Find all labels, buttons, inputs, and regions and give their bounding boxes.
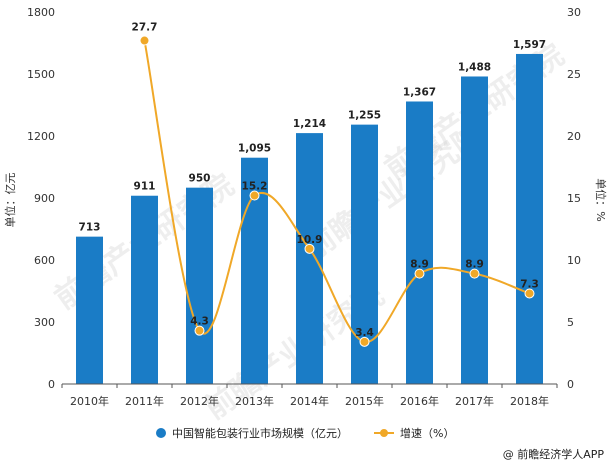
x-tick-label: 2016年 — [400, 394, 439, 408]
bar-value-label: 1,095 — [238, 143, 271, 155]
bar — [406, 101, 433, 384]
bar — [186, 187, 213, 384]
growth-value-label: 3.4 — [355, 327, 374, 339]
legend-label-line: 增速（%） — [400, 426, 454, 440]
y-axis-right-label: 单位：% — [594, 178, 608, 221]
y-left-tick-label: 900 — [34, 192, 55, 205]
bar — [296, 133, 323, 384]
bars-layer — [76, 53, 543, 384]
bar — [131, 195, 158, 384]
growth-point — [139, 35, 150, 46]
bar-value-label: 1,488 — [458, 61, 491, 73]
bar — [76, 236, 103, 384]
axes-layer: 0 300 600 900 1200 1500 1800 0 5 10 15 20 25 30 2010年 2… — [27, 6, 581, 408]
bar-value-label: 950 — [189, 173, 211, 185]
x-tick-label: 2013年 — [235, 394, 274, 408]
y-left-tick-label: 1200 — [27, 130, 55, 143]
y-right-tick-label: 10 — [567, 254, 581, 267]
x-tick-label: 2012年 — [180, 394, 219, 408]
x-tick-label: 2015年 — [345, 394, 384, 408]
x-tick-label: 2010年 — [70, 394, 109, 408]
labels-layer: 713 911 950 1,095 1,214 1,255 1,367 1,488 1,597 2… — [79, 22, 547, 339]
x-tick-label: 2011年 — [125, 394, 164, 408]
bar — [516, 53, 543, 384]
legend: 中国智能包装行业市场规模（亿元） 增速（%） — [156, 426, 454, 440]
x-tick-label: 2017年 — [455, 394, 494, 408]
y-right-tick-label: 0 — [567, 378, 574, 391]
y-axis-left-label: 单位：亿元 — [3, 173, 17, 228]
growth-value-label: 10.9 — [297, 234, 323, 246]
x-tick-label: 2014年 — [290, 394, 329, 408]
bar-value-label: 1,214 — [293, 118, 326, 130]
y-left-tick-label: 0 — [48, 378, 55, 391]
growth-point — [414, 268, 425, 279]
y-right-tick-label: 25 — [567, 68, 581, 81]
y-left-tick-label: 600 — [34, 254, 55, 267]
growth-value-label: 27.7 — [132, 22, 158, 34]
y-right-tick-label: 30 — [567, 6, 581, 19]
growth-point — [304, 243, 315, 254]
y-left-tick-label: 1500 — [27, 68, 55, 81]
bar-value-label: 911 — [134, 181, 156, 193]
growth-point — [524, 288, 535, 299]
legend-swatch-bar — [156, 428, 166, 438]
growth-point — [194, 325, 205, 336]
growth-value-label: 7.3 — [520, 278, 539, 290]
source-note: @ 前瞻经济学人APP — [503, 447, 605, 461]
bar-value-label: 1,255 — [348, 110, 381, 122]
y-left-tick-label: 300 — [34, 316, 55, 329]
y-left-tick-label: 1800 — [27, 6, 55, 19]
bar — [461, 76, 488, 384]
legend-label-bar: 中国智能包装行业市场规模（亿元） — [172, 426, 348, 440]
bar-value-label: 1,597 — [513, 39, 546, 51]
growth-value-label: 8.9 — [465, 259, 484, 271]
y-right-tick-label: 20 — [567, 130, 581, 143]
y-right-tick-label: 15 — [567, 192, 581, 205]
growth-point — [359, 336, 370, 347]
x-tick-label: 2018年 — [510, 394, 549, 408]
bar-value-label: 713 — [79, 222, 101, 234]
bar-value-label: 1,367 — [403, 86, 436, 98]
growth-value-label: 8.9 — [410, 259, 429, 271]
growth-value-label: 15.2 — [242, 181, 268, 193]
growth-point — [249, 190, 260, 201]
growth-value-label: 4.3 — [190, 316, 209, 328]
growth-line-layer — [139, 35, 535, 347]
y-right-tick-label: 5 — [567, 316, 574, 329]
legend-swatch-line-marker — [380, 429, 388, 437]
growth-point — [469, 268, 480, 279]
